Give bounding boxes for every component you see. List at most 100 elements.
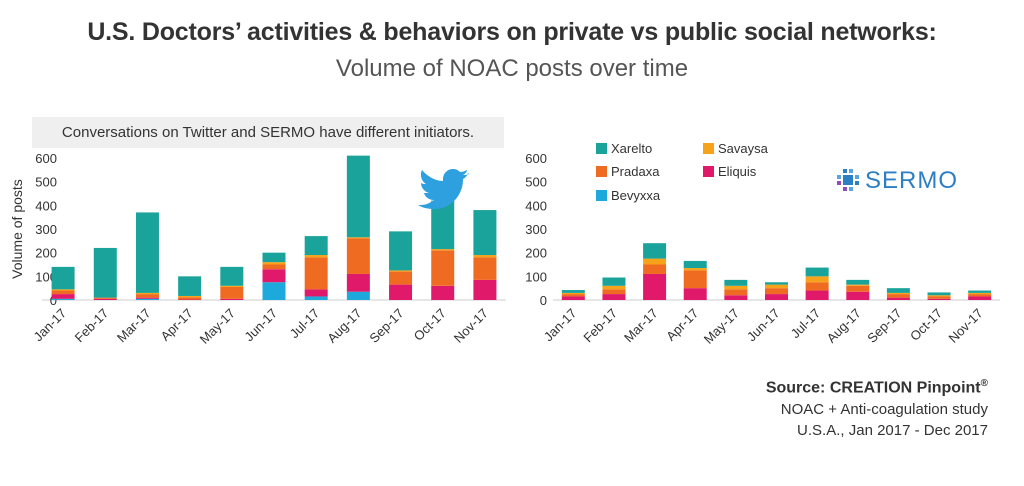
- bar-segment-pradaxa: [805, 282, 829, 291]
- legend-savaysa: Savaysa: [703, 142, 768, 156]
- legend-eliquis: Eliquis: [703, 165, 756, 179]
- source-study: NOAC + Anti-coagulation study: [780, 401, 988, 419]
- bar-segment-xarelto: [473, 210, 497, 256]
- bar-segment-pradaxa: [561, 294, 585, 297]
- bar-segment-savaysa: [561, 292, 585, 295]
- bar-segment-pradaxa: [262, 264, 286, 270]
- bar-segment-savaysa: [683, 268, 707, 271]
- y-tick-label: 500: [525, 175, 547, 190]
- y-tick-label: 0: [50, 293, 57, 308]
- legend-xarelto: Xarelto: [596, 142, 652, 156]
- y-tick-label: 300: [525, 222, 547, 237]
- x-tick-label: Oct-17: [907, 306, 945, 344]
- bar-segment-pradaxa: [304, 257, 328, 290]
- x-tick-label: Aug-17: [324, 306, 364, 346]
- bar-segment-pradaxa: [683, 270, 707, 289]
- bar-segment-pradaxa: [846, 285, 870, 292]
- bar-segment-xarelto: [683, 260, 707, 269]
- bar-segment-savaysa: [473, 255, 497, 258]
- bar-segment-eliquis: [724, 295, 748, 300]
- x-tick-label: Oct-17: [411, 306, 449, 344]
- page-subtitle: Volume of NOAC posts over time: [335, 55, 689, 82]
- bar-segment-xarelto: [135, 212, 159, 293]
- bar-segment-pradaxa: [724, 289, 748, 296]
- bar-segment-xarelto: [346, 155, 370, 238]
- bar-segment-eliquis: [643, 273, 667, 300]
- bar-segment-pradaxa: [968, 294, 992, 297]
- y-tick-label: 600: [525, 151, 547, 166]
- bar-segment-savaysa: [220, 285, 244, 287]
- bar-segment-xarelto: [927, 292, 951, 296]
- bar-segment-pradaxa: [765, 288, 788, 295]
- bar-segment-pradaxa: [51, 290, 75, 295]
- bar-segment-savaysa: [389, 270, 413, 272]
- bar-segment-savaysa: [724, 285, 748, 290]
- bar-segment-bevyxxa: [346, 291, 370, 300]
- twitter-bird-icon: [418, 169, 469, 209]
- legend-swatch: [596, 143, 607, 154]
- bar-segment-eliquis: [683, 288, 707, 300]
- x-tick-label: Feb-17: [580, 306, 620, 346]
- x-tick-label: Jun-17: [241, 306, 280, 345]
- source-block: Source: CREATION Pinpoint® NOAC + Anti-c…: [766, 378, 988, 439]
- bar-segment-eliquis: [765, 294, 788, 300]
- bar-segment-xarelto: [51, 266, 75, 290]
- x-tick-label: Aug-17: [824, 306, 864, 346]
- bar-segment-eliquis: [135, 297, 159, 299]
- bar-segment-pradaxa: [927, 296, 951, 299]
- bar-segment-xarelto: [178, 276, 202, 296]
- bar-segment-pradaxa: [220, 286, 244, 299]
- bar-segment-xarelto: [220, 266, 244, 286]
- bar-segment-xarelto: [724, 279, 748, 286]
- bar-segment-eliquis: [561, 296, 585, 300]
- bar-segment-savaysa: [886, 292, 910, 295]
- bar-segment-eliquis: [927, 298, 951, 300]
- y-tick-label: 300: [35, 222, 57, 237]
- bar-segment-savaysa: [135, 292, 159, 295]
- bar-segment-xarelto: [846, 279, 870, 285]
- bar-segment-savaysa: [927, 295, 951, 297]
- bar-segment-eliquis: [304, 289, 328, 297]
- bar-segment-savaysa: [51, 289, 75, 291]
- x-tick-label: Mar-17: [621, 306, 661, 346]
- y-tick-label: 500: [35, 175, 57, 190]
- legend-pradaxa: Pradaxa: [596, 165, 659, 179]
- bar-segment-xarelto: [805, 267, 829, 277]
- bar-segment-pradaxa: [643, 264, 667, 274]
- bar-segment-bevyxxa: [262, 282, 286, 300]
- legend-swatch: [596, 190, 607, 201]
- bar-segment-pradaxa: [602, 289, 626, 295]
- x-tick-label: Jul-17: [287, 306, 323, 342]
- source-period: U.S.A., Jan 2017 - Dec 2017: [797, 422, 988, 440]
- bar-segment-savaysa: [968, 292, 992, 295]
- bar-segment-eliquis: [805, 290, 829, 300]
- bar-segment-eliquis: [389, 284, 413, 300]
- x-tick-label: Jan-17: [30, 306, 69, 345]
- y-tick-label: 100: [525, 269, 547, 284]
- y-tick-label: 200: [35, 246, 57, 261]
- x-tick-label: Sep-17: [864, 306, 904, 346]
- x-tick-label: Feb-17: [72, 306, 112, 346]
- bar-segment-xarelto: [886, 288, 910, 293]
- bar-segment-savaysa: [304, 255, 328, 258]
- y-tick-label: 600: [35, 151, 57, 166]
- x-tick-label: Apr-17: [158, 306, 196, 344]
- x-tick-label: May-17: [197, 306, 238, 347]
- bar-segment-eliquis: [346, 273, 370, 292]
- y-tick-label: 100: [35, 269, 57, 284]
- x-tick-label: Jul-17: [788, 306, 824, 342]
- bar-segment-pradaxa: [93, 297, 117, 299]
- bar-segment-pradaxa: [346, 238, 370, 274]
- bar-segment-savaysa: [262, 262, 286, 265]
- bar-segment-xarelto: [765, 282, 788, 285]
- x-tick-label: May-17: [701, 306, 742, 347]
- legend-swatch: [703, 143, 714, 154]
- bar-segment-bevyxxa: [135, 298, 159, 300]
- bar-segment-eliquis: [846, 291, 870, 300]
- bar-segment-xarelto: [389, 231, 413, 271]
- x-tick-label: Sep-17: [366, 306, 406, 346]
- bar-segment-xarelto: [602, 277, 626, 286]
- bar-segment-savaysa: [765, 284, 788, 289]
- bar-segment-savaysa: [602, 285, 626, 290]
